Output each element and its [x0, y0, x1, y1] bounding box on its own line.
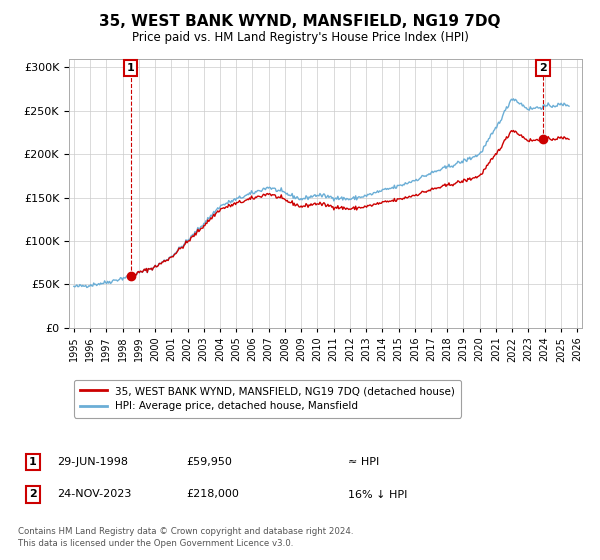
Text: Contains HM Land Registry data © Crown copyright and database right 2024.
This d: Contains HM Land Registry data © Crown c… [18, 527, 353, 548]
Text: 16% ↓ HPI: 16% ↓ HPI [348, 489, 407, 500]
Text: 2: 2 [29, 489, 37, 500]
Text: Price paid vs. HM Land Registry's House Price Index (HPI): Price paid vs. HM Land Registry's House … [131, 31, 469, 44]
Text: 35, WEST BANK WYND, MANSFIELD, NG19 7DQ: 35, WEST BANK WYND, MANSFIELD, NG19 7DQ [99, 14, 501, 29]
Text: 29-JUN-1998: 29-JUN-1998 [57, 457, 128, 467]
Text: 24-NOV-2023: 24-NOV-2023 [57, 489, 131, 500]
Text: 1: 1 [127, 63, 134, 73]
Text: ≈ HPI: ≈ HPI [348, 457, 379, 467]
Text: £218,000: £218,000 [186, 489, 239, 500]
Text: 2: 2 [539, 63, 547, 73]
Legend: 35, WEST BANK WYND, MANSFIELD, NG19 7DQ (detached house), HPI: Average price, de: 35, WEST BANK WYND, MANSFIELD, NG19 7DQ … [74, 380, 461, 418]
Text: £59,950: £59,950 [186, 457, 232, 467]
Text: 1: 1 [29, 457, 37, 467]
